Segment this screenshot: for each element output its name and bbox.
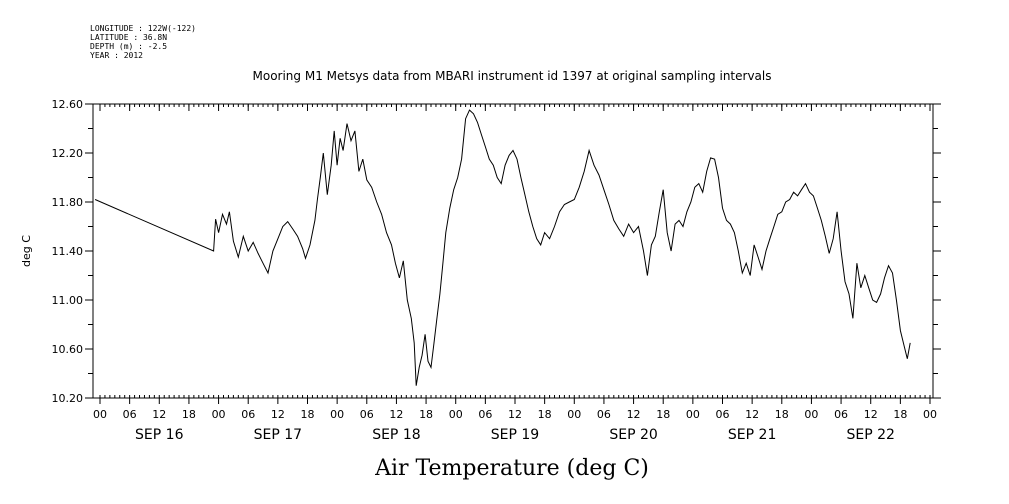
- x-day-label: SEP 16: [135, 427, 184, 443]
- x-tick-label: 06: [123, 408, 137, 421]
- x-tick-label: 06: [716, 408, 730, 421]
- y-axis-label: deg C: [20, 235, 33, 267]
- x-tick-label: 12: [508, 408, 522, 421]
- x-tick-label: 12: [627, 408, 641, 421]
- y-tick-label: 10.20: [52, 392, 84, 405]
- x-tick-label: 00: [567, 408, 581, 421]
- y-tick-label: 11.80: [52, 196, 84, 209]
- x-tick-label: 18: [182, 408, 196, 421]
- x-tick-label: 00: [923, 408, 937, 421]
- x-tick-label: 06: [834, 408, 848, 421]
- x-tick-label: 06: [478, 408, 492, 421]
- plot-frame: [92, 103, 934, 399]
- x-tick-label: 12: [152, 408, 166, 421]
- x-tick-label: 18: [301, 408, 315, 421]
- x-tick-label: 18: [775, 408, 789, 421]
- x-tick-label: 00: [330, 408, 344, 421]
- x-day-label: SEP 21: [728, 427, 776, 443]
- x-tick-label: 18: [893, 408, 907, 421]
- x-tick-label: 06: [241, 408, 255, 421]
- longitude-label: LONGITUDE : 122W(-122): [90, 24, 196, 33]
- y-tick-label: 12.60: [52, 98, 84, 111]
- x-axis-title: Air Temperature (deg C): [374, 456, 649, 481]
- x-tick-label: 06: [597, 408, 611, 421]
- x-tick-label: 18: [656, 408, 670, 421]
- x-tick-label: 00: [212, 408, 226, 421]
- x-tick-label: 12: [271, 408, 285, 421]
- year-label: YEAR : 2012: [90, 51, 143, 60]
- series-line: [94, 109, 911, 386]
- y-tick-label: 12.20: [52, 147, 84, 160]
- x-day-label: SEP 19: [491, 427, 539, 443]
- x-tick-label: 06: [360, 408, 374, 421]
- x-day-label: SEP 17: [254, 427, 302, 443]
- x-tick-label: 18: [419, 408, 433, 421]
- x-tick-label: 00: [93, 408, 107, 421]
- x-tick-label: 00: [804, 408, 818, 421]
- y-tick-label: 10.60: [52, 343, 84, 356]
- latitude-label: LATITUDE : 36.8N: [90, 33, 167, 42]
- x-day-label: SEP 20: [609, 427, 657, 443]
- y-tick-label: 11.40: [52, 245, 84, 258]
- chart-title: Mooring M1 Metsys data from MBARI instru…: [253, 69, 772, 83]
- x-tick-label: 18: [538, 408, 552, 421]
- x-day-label: SEP 22: [846, 427, 894, 443]
- x-tick-label: 12: [745, 408, 759, 421]
- x-tick-label: 12: [389, 408, 403, 421]
- y-tick-label: 11.00: [52, 294, 84, 307]
- x-tick-label: 12: [864, 408, 878, 421]
- depth-label: DEPTH (m) : -2.5: [90, 42, 167, 51]
- x-tick-label: 00: [686, 408, 700, 421]
- x-tick-label: 00: [449, 408, 463, 421]
- x-day-label: SEP 18: [372, 427, 420, 443]
